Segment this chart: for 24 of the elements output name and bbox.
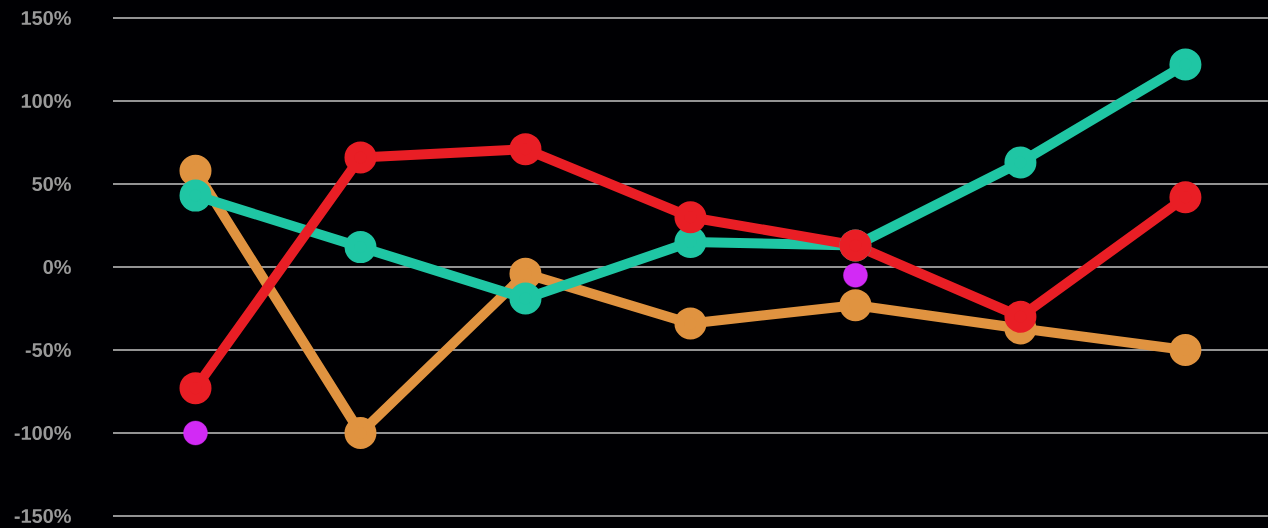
- point: [344, 141, 377, 174]
- point: [509, 133, 542, 166]
- point: [674, 201, 707, 234]
- y-tick-label: 150%: [21, 10, 71, 26]
- y-tick-label: -150%: [14, 508, 71, 524]
- point: [179, 179, 212, 212]
- point: [843, 263, 868, 288]
- y-tick-label: -50%: [25, 342, 71, 358]
- point: [1169, 48, 1202, 81]
- y-tick-label: 50%: [32, 176, 71, 192]
- point: [509, 282, 542, 315]
- point: [839, 289, 872, 322]
- point: [1169, 181, 1202, 214]
- point: [344, 417, 377, 449]
- point: [179, 372, 212, 405]
- point: [1004, 146, 1037, 179]
- point: [183, 420, 208, 446]
- y-tick-label: -100%: [14, 425, 71, 441]
- point: [1004, 300, 1037, 333]
- point: [344, 231, 377, 264]
- y-tick-label: 100%: [21, 93, 71, 109]
- y-tick-label: 0%: [43, 259, 71, 275]
- point: [674, 307, 707, 340]
- point: [1169, 334, 1202, 366]
